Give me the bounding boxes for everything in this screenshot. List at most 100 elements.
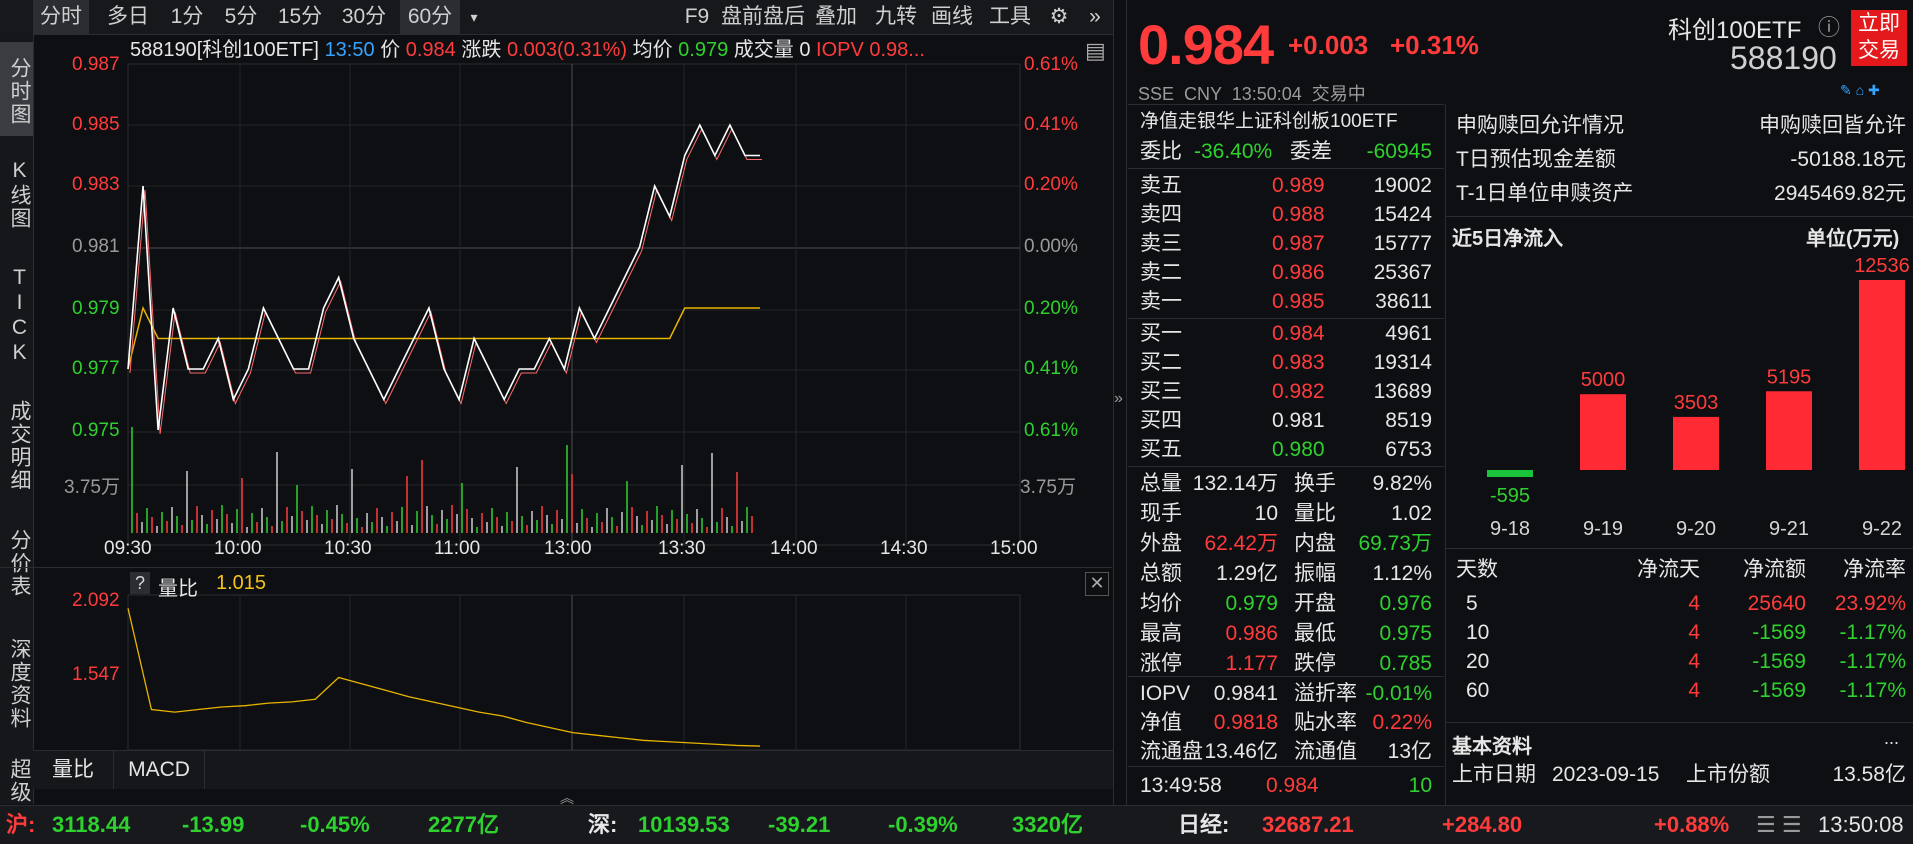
tab-intraday[interactable]: 分时	[33, 0, 89, 34]
stat-value: 1.12%	[1372, 562, 1432, 585]
stat-label: 均价	[1140, 592, 1182, 615]
stat-label: 量比	[1294, 502, 1336, 525]
tick-vol: 10	[1408, 774, 1432, 797]
iopv-value: -0.01%	[1365, 682, 1432, 705]
ask-price[interactable]: 0.987	[1272, 232, 1325, 255]
trade-now-button[interactable]: 立即交易	[1851, 10, 1907, 66]
market-meta: SSE CNY 13:50:04 交易中	[1138, 84, 1366, 104]
expand-icon[interactable]: »	[1089, 5, 1101, 28]
pre-post-button[interactable]: 盘前盘后	[721, 5, 805, 28]
creation-value: -50188.18元	[1790, 148, 1906, 171]
flow-bar	[1580, 394, 1626, 470]
layout-icon[interactable]: ▤	[1085, 38, 1106, 63]
edit-icon[interactable]: ✎ ⌂ ✚	[1840, 82, 1880, 98]
stat-value: 0.986	[1225, 622, 1278, 645]
vol-axis-label: 3.75万	[64, 477, 120, 498]
tab-60min[interactable]: 60分	[400, 0, 460, 34]
flow-bar-label: 5000	[1581, 369, 1626, 391]
collapse-icon[interactable]: »	[1114, 390, 1123, 407]
tab-30min[interactable]: 30分	[341, 5, 387, 28]
sub-y-0: 2.092	[72, 590, 120, 611]
tab-trade-detail[interactable]: 成交明细	[8, 400, 31, 492]
chart-info-line: 588190[科创100ETF] 13:50 价 0.984 涨跌 0.003(…	[130, 36, 925, 64]
divider	[1446, 722, 1913, 723]
tab-multi-day[interactable]: 多日	[107, 5, 149, 28]
ask-label: 卖五	[1140, 174, 1182, 197]
avg-price-line	[127, 305, 760, 370]
flow-cell: 60	[1466, 679, 1490, 702]
close-icon[interactable]: ✕	[1085, 572, 1109, 596]
bid-price[interactable]: 0.983	[1272, 351, 1325, 374]
ask-volume: 15777	[1373, 232, 1432, 255]
sh-label: 沪:	[6, 812, 36, 837]
flow-cell: -1569	[1752, 679, 1806, 702]
info-vol: 0	[799, 39, 811, 61]
vol-label: 成交量	[733, 39, 794, 61]
draw-button[interactable]: 画线	[931, 5, 973, 28]
bid-price[interactable]: 0.981	[1272, 409, 1325, 432]
x-label-8: 15:00	[990, 538, 1038, 559]
basic-info-title: 基本资料	[1452, 736, 1532, 758]
bid-price[interactable]: 0.982	[1272, 380, 1325, 403]
flow-cell: -1.17%	[1839, 650, 1906, 673]
info-icon[interactable]: ⓘ	[1818, 15, 1841, 40]
tab-5min[interactable]: 5分	[224, 5, 258, 28]
help-icon[interactable]: ?	[130, 572, 150, 594]
menu-icon[interactable]: ☰ ☰	[1756, 812, 1802, 837]
stat-value: 62.42万	[1204, 532, 1278, 555]
last-price: 0.984	[1138, 13, 1274, 76]
tab-kline[interactable]: K线图	[8, 158, 31, 230]
dropdown-icon[interactable]: ▾	[470, 9, 478, 25]
sh-index[interactable]: 3118.44	[52, 812, 131, 837]
panel-splitter[interactable]: »	[1113, 0, 1127, 805]
ask-price[interactable]: 0.989	[1272, 174, 1325, 197]
sz-index[interactable]: 10139.53	[638, 812, 730, 837]
ask-volume: 38611	[1375, 290, 1432, 313]
x-label-0: 09:30	[104, 538, 152, 559]
gear-icon[interactable]: ⚙	[1049, 5, 1069, 28]
ask-price[interactable]: 0.988	[1272, 203, 1325, 226]
divider	[1128, 318, 1444, 319]
bid-price[interactable]: 0.980	[1272, 438, 1325, 461]
iopv-value: 0.22%	[1372, 711, 1432, 734]
stat-label: 总量	[1140, 472, 1182, 495]
chevron-up-icon[interactable]: ︽	[560, 790, 574, 806]
clock: 13:50:08	[1818, 812, 1904, 837]
bid-price[interactable]: 0.984	[1272, 322, 1325, 345]
stat-value: 132.14万	[1192, 472, 1278, 495]
nine-turn-button[interactable]: 九转	[875, 5, 917, 28]
flow-cell: 20	[1466, 650, 1490, 673]
stat-value: 1.02	[1391, 502, 1432, 525]
ask-price[interactable]: 0.985	[1272, 290, 1325, 313]
tab-tick[interactable]: TICK	[8, 266, 31, 366]
x-label-3: 11:00	[434, 538, 481, 559]
tab-depth-info[interactable]: 深度资料	[8, 638, 31, 730]
stat-value: 9.82%	[1372, 472, 1432, 495]
list-date: 2023-09-15	[1552, 763, 1660, 786]
ask-price[interactable]: 0.986	[1272, 261, 1325, 284]
f9-button[interactable]: F9	[684, 5, 710, 28]
more-link[interactable]: ...	[1884, 728, 1900, 748]
security-name: 科创100ETF	[1668, 17, 1802, 44]
tab-15min[interactable]: 15分	[277, 5, 323, 28]
left-view-tabs: 分时图 K线图 TICK 成交明细 分价表 深度资料 超级	[0, 34, 34, 804]
price-line-shadow	[129, 127, 762, 435]
tab-super[interactable]: 超级	[8, 758, 31, 804]
nk-index[interactable]: 32687.21	[1262, 812, 1354, 837]
stat-label: 最高	[1140, 622, 1182, 645]
price-change: +0.003	[1288, 30, 1369, 60]
tab-price-table[interactable]: 分价表	[8, 528, 31, 598]
overlay-button[interactable]: 叠加	[815, 5, 857, 28]
bid-volume: 4961	[1385, 322, 1432, 345]
y-left-2: 0.983	[72, 174, 120, 195]
wc-label: 委差	[1290, 140, 1332, 163]
tab-volume-ratio[interactable]: 量比	[33, 751, 114, 789]
tab-intraday-chart[interactable]: 分时图	[0, 42, 33, 136]
nk-label: 日经:	[1178, 812, 1230, 837]
tab-1min[interactable]: 1分	[170, 5, 204, 28]
tools-button[interactable]: 工具	[989, 5, 1031, 28]
info-avg: 0.979	[678, 39, 729, 61]
tab-macd[interactable]: MACD	[114, 751, 205, 789]
stat-value: 1.177	[1225, 652, 1278, 675]
stat-value: 0.785	[1379, 652, 1432, 675]
